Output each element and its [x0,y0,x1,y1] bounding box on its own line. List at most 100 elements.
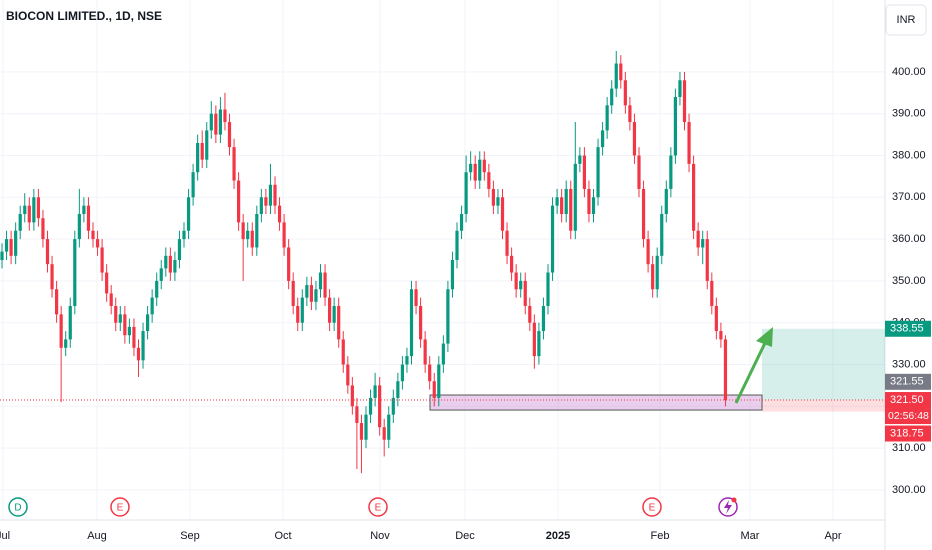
candle-body [655,255,659,290]
x-tick-label: Apr [824,530,841,542]
candle-body [364,414,368,440]
arrow-shaft [734,340,768,404]
candle-body [23,205,27,215]
x-tick-label: Oct [274,530,291,542]
candle-body [368,397,373,415]
candle-body [132,326,136,348]
candle-body [532,322,536,357]
candle-body [660,214,664,256]
candle-body [705,239,709,281]
candle-body [500,197,505,231]
candle-body [105,272,109,294]
candle-body [628,105,632,123]
candle-body [173,260,177,273]
support-zone [429,394,763,411]
countdown-box [885,408,931,425]
candle-body [0,251,4,260]
currency-box[interactable] [885,4,927,36]
candle-body [582,155,586,189]
candle-body [350,385,354,407]
candle-body [387,414,391,440]
candle-body [150,297,154,315]
candle-body [573,163,577,231]
candle-body [382,427,386,440]
candle-body [36,197,40,219]
candle-body [232,147,236,181]
candle-body [450,260,455,290]
candle-body [32,197,36,223]
y-tick-label: 390.00 [892,108,926,120]
candle-body [273,184,277,206]
candle-body [4,239,9,252]
candle-body [318,272,323,290]
candle-body [719,331,723,340]
event-marker [642,497,662,517]
candle-body [346,364,350,386]
x-tick-label: 2025 [546,530,570,542]
candle-body [127,326,131,336]
candle-body [332,305,336,323]
candle-body [227,122,232,148]
candle-body [73,239,77,306]
candle-body [696,230,700,248]
countdown: 02:56:48 [888,410,929,422]
candle-body [314,289,318,302]
price-label-box [885,373,931,390]
candle-body [18,214,22,231]
candle-body [614,63,618,89]
candle-body [77,214,81,240]
candle-body [373,385,377,398]
event-marker [368,497,388,517]
price-label-box [885,425,931,442]
candle-body [328,297,332,323]
x-tick-label: Dec [455,530,475,542]
event-marker [110,497,130,517]
candle-body [682,80,687,123]
candle-body [423,339,427,365]
currency[interactable]: INR [897,14,916,26]
x-tick-label: Sep [180,530,200,542]
candle-body [428,364,432,382]
candle-body [437,364,441,398]
candle-body [168,255,172,273]
y-tick-label: 360.00 [892,233,926,245]
candle-body [200,142,204,160]
candle-body [446,289,450,344]
candle-body [146,314,150,332]
candle-body [141,331,145,361]
candle-body [619,63,623,81]
price-label: 321.50 [890,394,924,406]
price-label: 321.55 [890,376,924,388]
candle-body [68,305,72,340]
candle-body [27,205,31,223]
candle-body [569,188,573,231]
candle-body [50,264,54,290]
candle-body [669,155,673,189]
candle-body [45,239,50,265]
target-zone [762,328,885,400]
y-tick-label: 380.00 [892,149,926,161]
candle-body [259,197,263,215]
candle-body [136,347,141,361]
candle-body [601,130,605,148]
candle-body [710,280,714,306]
candle-body [414,289,418,306]
candle-body [378,385,382,428]
candle-body [692,163,696,231]
candle-body [114,305,118,323]
candle-body [664,188,668,215]
candle-body [673,96,677,156]
y-tick-label: 370.00 [892,191,926,203]
candle-body [482,159,486,173]
x-tick-label: Nov [370,530,390,542]
candle-body [519,280,523,290]
candle-body [118,314,122,323]
event-label: E [117,503,124,514]
candle-body [191,172,195,198]
candle-body [587,188,591,215]
candle-body [473,163,477,181]
event-label: E [649,503,656,514]
candle-body [196,142,200,173]
candle-body [555,197,559,206]
